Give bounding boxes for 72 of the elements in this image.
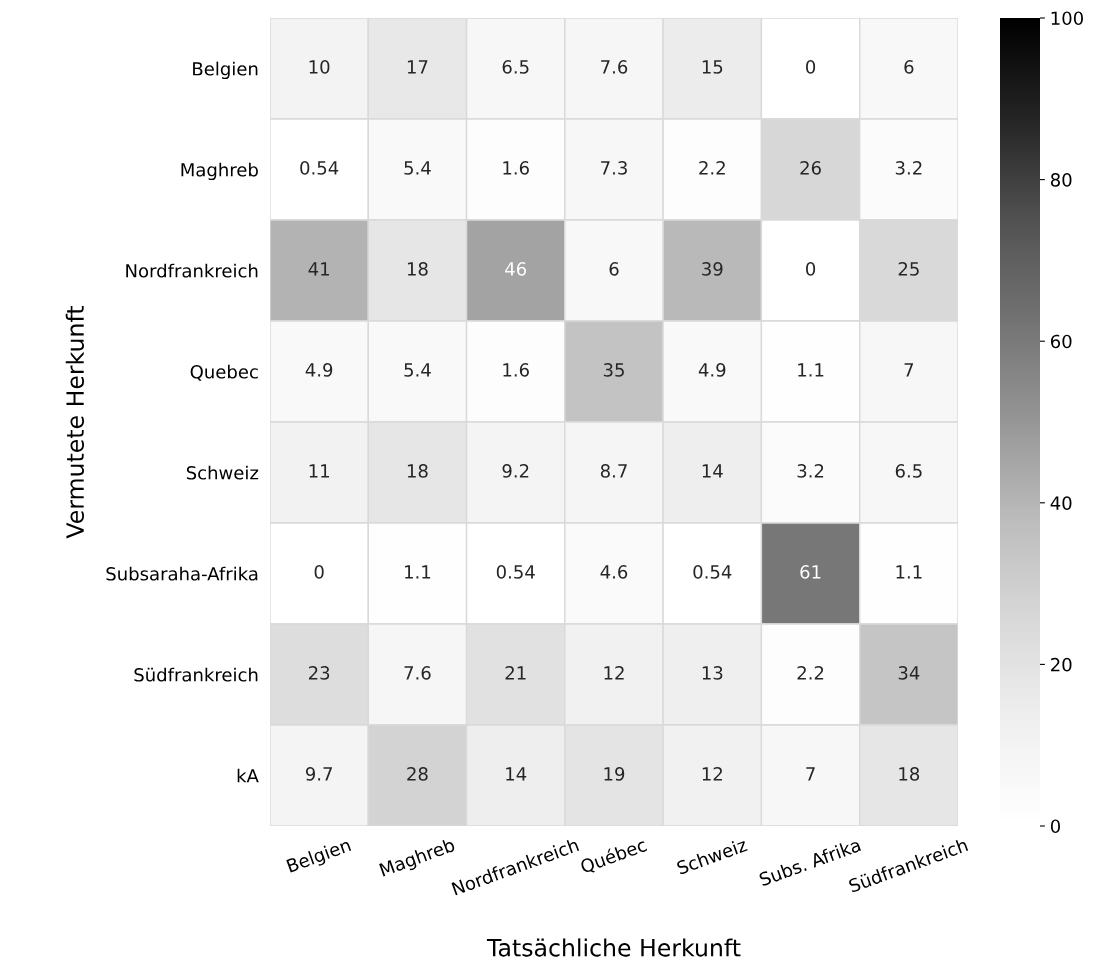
data-label: 25	[898, 262, 919, 276]
data-label: 4.9	[698, 363, 726, 377]
x-axis-title: Tatsächliche Herkunft	[486, 938, 741, 957]
data-label: 46	[505, 262, 527, 276]
data-label: 41	[308, 262, 329, 276]
data-label: 12	[604, 666, 624, 680]
data-label: 7.6	[404, 666, 431, 680]
color-bar-label: 80	[1050, 173, 1072, 187]
y-tick-label: Nordfrankreich	[126, 263, 258, 278]
data-label: 1.1	[896, 565, 922, 579]
data-label: 5.4	[404, 363, 431, 377]
data-label: 3.2	[797, 464, 824, 478]
data-label: 0	[314, 565, 324, 579]
data-label: 6	[904, 60, 914, 74]
y-tick-label: Schweiz	[186, 465, 259, 480]
data-label: 10	[309, 60, 330, 74]
data-label: 9.7	[305, 767, 332, 781]
data-label: 18	[407, 262, 428, 276]
data-label: 17	[407, 60, 428, 74]
data-label: 21	[505, 666, 526, 680]
data-label: 11	[309, 464, 329, 478]
color-bar-label: 60	[1050, 334, 1072, 349]
data-label: 39	[702, 262, 723, 276]
data-label: 19	[604, 767, 625, 781]
data-label: 0.54	[496, 565, 535, 579]
color-bar-label: 0	[1050, 819, 1061, 834]
y-tick-label: Südfrankreich	[134, 667, 258, 682]
data-label: 4.9	[305, 363, 333, 377]
y-tick-label: kA	[237, 768, 259, 783]
data-label: 6	[609, 262, 619, 276]
data-label: 7	[806, 767, 815, 781]
y-tick-label: Quebec	[190, 364, 258, 381]
y-tick-label: Maghreb	[181, 162, 258, 181]
data-label: 13	[702, 666, 723, 680]
data-label: 23	[308, 666, 330, 680]
data-label: 0	[806, 262, 816, 276]
data-label: 18	[407, 464, 428, 478]
data-label: 15	[702, 60, 723, 74]
y-tick-label: Belgien	[193, 61, 258, 80]
y-axis-title: Vermutete Herkunft	[65, 305, 85, 539]
data-label: 34	[898, 666, 920, 680]
data-label: 0	[806, 60, 816, 74]
data-label: 0.54	[693, 565, 732, 579]
data-label: 26	[800, 161, 821, 175]
data-label: 14	[702, 464, 723, 478]
data-label: 1.1	[405, 565, 431, 579]
data-label: 7	[904, 363, 914, 377]
data-label: 7.6	[601, 60, 628, 74]
data-label: 2.2	[699, 161, 725, 175]
data-label: 28	[407, 767, 428, 781]
data-label: 1.6	[503, 363, 529, 377]
data-label: 0.54	[300, 161, 339, 175]
color-bar-label: 40	[1050, 496, 1072, 510]
y-tick-label: Subsaraha-Afrika	[106, 566, 258, 581]
data-label: 12	[702, 767, 722, 781]
data-label: 8.7	[600, 464, 627, 478]
data-label: 6.5	[502, 60, 529, 74]
data-label: 1.6	[503, 161, 529, 175]
data-label: 2.2	[797, 666, 824, 680]
data-label: 9.2	[502, 464, 529, 478]
color-bar-label: 100	[1051, 11, 1083, 26]
data-label: 1.1	[798, 363, 824, 377]
data-label: 14	[506, 767, 527, 781]
data-label: 35	[603, 363, 624, 377]
data-label: 7.3	[601, 161, 627, 175]
data-label: 6.5	[895, 464, 922, 478]
color-bar-label: 20	[1051, 657, 1072, 672]
data-label: 4.6	[600, 565, 628, 579]
data-label: 18	[899, 767, 920, 781]
data-label: 3.2	[895, 161, 922, 175]
data-label: 61	[800, 565, 821, 579]
data-label: 5.4	[404, 161, 431, 175]
